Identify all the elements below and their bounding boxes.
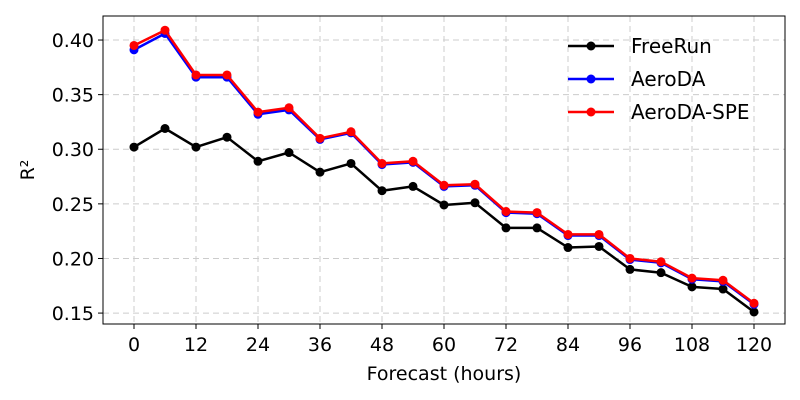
data-point-aeroda-spe	[470, 179, 480, 189]
series-layer	[129, 25, 759, 317]
data-point-aeroda-spe	[749, 298, 759, 308]
data-point-aeroda-spe	[563, 229, 573, 239]
data-point-aeroda-spe	[532, 208, 542, 218]
data-point-aeroda-spe	[222, 70, 232, 80]
data-point-freerun	[284, 148, 294, 158]
data-point-aeroda-spe	[129, 40, 139, 50]
x-tick-label: 48	[370, 334, 394, 356]
legend-entry-freerun: FreeRun	[568, 34, 712, 58]
data-point-aeroda-spe	[191, 70, 201, 80]
y-tick-label: 0.25	[52, 194, 94, 216]
y-tick-label: 0.15	[52, 303, 94, 325]
legend-entry-aeroda: AeroDA	[568, 67, 706, 91]
data-point-aeroda-spe	[253, 107, 263, 117]
grid	[103, 16, 785, 324]
x-tick-label: 24	[246, 334, 270, 356]
data-point-aeroda-spe	[718, 275, 728, 285]
data-point-aeroda-spe	[656, 257, 666, 267]
x-tick-label: 120	[736, 334, 772, 356]
data-point-aeroda-spe	[625, 253, 635, 263]
data-point-aeroda-spe	[594, 229, 604, 239]
legend-marker	[586, 41, 596, 51]
data-point-freerun	[594, 241, 604, 251]
data-point-freerun	[439, 200, 449, 210]
data-point-freerun	[377, 186, 387, 196]
y-tick-label: 0.30	[52, 139, 94, 161]
data-point-freerun	[749, 307, 759, 317]
data-point-freerun	[191, 142, 201, 152]
y-axis-label: R²	[17, 160, 39, 181]
x-axis-label: Forecast (hours)	[367, 363, 522, 385]
data-point-freerun	[501, 223, 511, 233]
y-tick-label: 0.20	[52, 248, 94, 270]
x-tick-label: 0	[128, 334, 140, 356]
legend-marker	[586, 74, 596, 84]
x-tick-label: 12	[184, 334, 208, 356]
data-point-freerun	[346, 158, 356, 168]
series-freerun	[129, 123, 759, 317]
data-point-freerun	[687, 282, 697, 292]
data-point-freerun	[563, 243, 573, 253]
data-point-freerun	[129, 142, 139, 152]
x-tick-label: 108	[674, 334, 710, 356]
series-aeroda-spe	[129, 25, 759, 308]
legend: FreeRun AeroDA AeroDA-SPE	[568, 34, 750, 124]
x-axis: 0 12 24 36 48 60 72 84 96 108 120	[128, 324, 772, 356]
x-tick-label: 96	[618, 334, 642, 356]
x-tick-label: 84	[556, 334, 580, 356]
data-point-aeroda-spe	[160, 25, 170, 35]
legend-label: FreeRun	[631, 34, 712, 58]
data-point-freerun	[253, 156, 263, 166]
data-point-aeroda-spe	[284, 103, 294, 113]
data-point-aeroda-spe	[377, 158, 387, 168]
data-point-aeroda-spe	[346, 127, 356, 137]
x-tick-label: 60	[432, 334, 456, 356]
legend-marker	[586, 107, 596, 117]
data-point-freerun	[656, 268, 666, 278]
data-point-freerun	[408, 181, 418, 191]
legend-entry-aeroda-spe: AeroDA-SPE	[568, 100, 750, 124]
data-point-freerun	[625, 264, 635, 274]
legend-label: AeroDA	[631, 67, 706, 91]
y-tick-label: 0.40	[52, 30, 94, 52]
x-tick-label: 36	[308, 334, 332, 356]
data-point-aeroda-spe	[315, 133, 325, 143]
data-point-aeroda-spe	[501, 207, 511, 217]
x-tick-label: 72	[494, 334, 518, 356]
data-point-aeroda-spe	[408, 156, 418, 166]
legend-label: AeroDA-SPE	[631, 100, 750, 124]
y-axis: 0.15 0.20 0.25 0.30 0.35 0.40	[52, 30, 103, 325]
data-point-freerun	[222, 132, 232, 142]
data-point-freerun	[532, 223, 542, 233]
data-point-freerun	[160, 123, 170, 133]
data-point-aeroda-spe	[687, 273, 697, 283]
data-point-freerun	[718, 284, 728, 294]
data-point-aeroda-spe	[439, 180, 449, 190]
data-point-freerun	[315, 167, 325, 177]
data-point-freerun	[470, 198, 480, 208]
y-tick-label: 0.35	[52, 85, 94, 107]
